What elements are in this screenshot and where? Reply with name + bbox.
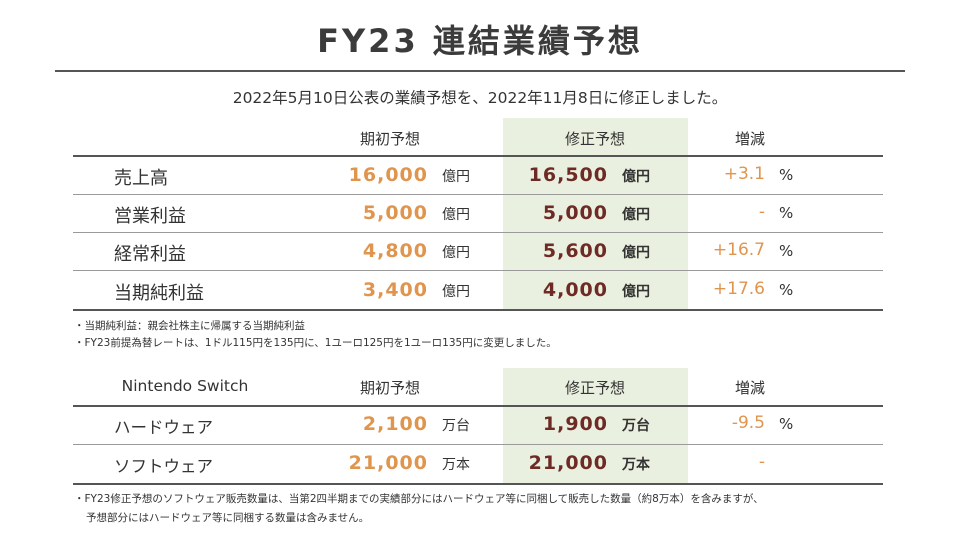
change-value: +3.1 (723, 164, 765, 184)
initial-unit: 億円 (442, 284, 470, 300)
percent-sign: % (779, 204, 794, 222)
table-rule (73, 194, 883, 195)
header-revised: 修正予想 (564, 130, 625, 148)
row-label: ハードウェア (114, 418, 213, 437)
change-value: - (758, 452, 765, 472)
change-value: +16.7 (712, 240, 765, 260)
row-label: 営業利益 (114, 206, 186, 227)
initial-value: 4,800 (362, 240, 428, 262)
revised-unit: 万本 (622, 457, 650, 473)
initial-unit: 億円 (442, 207, 470, 223)
revised-unit: 万台 (622, 418, 650, 434)
row-label: 当期純利益 (114, 283, 204, 304)
initial-unit: 億円 (442, 245, 470, 261)
percent-sign: % (779, 281, 794, 299)
table-rule (73, 405, 883, 407)
percent-sign: % (779, 166, 794, 184)
row-label: ソフトウェア (114, 457, 213, 476)
footnote: ・FY23修正予想のソフトウェア販売数量は、当第2四半期までの実績部分にはハード… (74, 493, 764, 505)
initial-value: 21,000 (348, 452, 428, 474)
revised-value: 4,000 (542, 279, 608, 301)
header-product: Nintendo Switch (121, 377, 249, 395)
row-label: 売上高 (114, 168, 168, 189)
footnote: 予想部分にはハードウェア等に同梱する数量は含みません。 (86, 512, 370, 524)
initial-value: 3,400 (362, 279, 428, 301)
initial-unit: 億円 (442, 169, 470, 185)
table-rule (73, 444, 883, 445)
footnote: ・FY23前提為替レートは、1ドル115円を135円に、1ユーロ125円を1ユー… (74, 337, 557, 349)
change-value: - (758, 202, 765, 222)
footnote: ・当期純利益：親会社株主に帰属する当期純利益 (74, 320, 305, 332)
header-change: 増減 (734, 379, 765, 397)
subtitle: 2022年5月10日公表の業績予想を、2022年11月8日に修正しました。 (232, 89, 728, 107)
table-rule (73, 309, 883, 311)
change-value: +17.6 (712, 279, 765, 299)
initial-unit: 万本 (442, 457, 470, 473)
header-change: 増減 (734, 130, 765, 148)
revised-value: 21,000 (528, 452, 608, 474)
revised-unit: 億円 (622, 284, 650, 300)
percent-sign: % (779, 415, 794, 433)
initial-value: 2,100 (362, 413, 428, 435)
initial-value: 5,000 (362, 202, 428, 224)
revised-value: 16,500 (528, 164, 608, 186)
revised-value: 1,900 (542, 413, 608, 435)
initial-unit: 万台 (442, 418, 470, 434)
revised-column-highlight (503, 118, 688, 310)
header-initial: 期初予想 (359, 130, 420, 148)
header-initial: 期初予想 (359, 379, 420, 397)
table-rule (73, 270, 883, 271)
page-title: FY23 連結業績予想 (317, 22, 643, 60)
initial-value: 16,000 (348, 164, 428, 186)
change-value: -9.5 (731, 413, 765, 433)
revised-value: 5,600 (542, 240, 608, 262)
table-rule (73, 232, 883, 233)
table-rule (73, 155, 883, 157)
revised-unit: 億円 (622, 169, 650, 185)
row-label: 経常利益 (114, 244, 186, 265)
title-divider (55, 70, 905, 72)
revised-unit: 億円 (622, 207, 650, 223)
revised-value: 5,000 (542, 202, 608, 224)
percent-sign: % (779, 242, 794, 260)
table-rule (73, 483, 883, 485)
header-revised: 修正予想 (564, 379, 625, 397)
revised-column-highlight-units (503, 368, 688, 484)
revised-unit: 億円 (622, 245, 650, 261)
